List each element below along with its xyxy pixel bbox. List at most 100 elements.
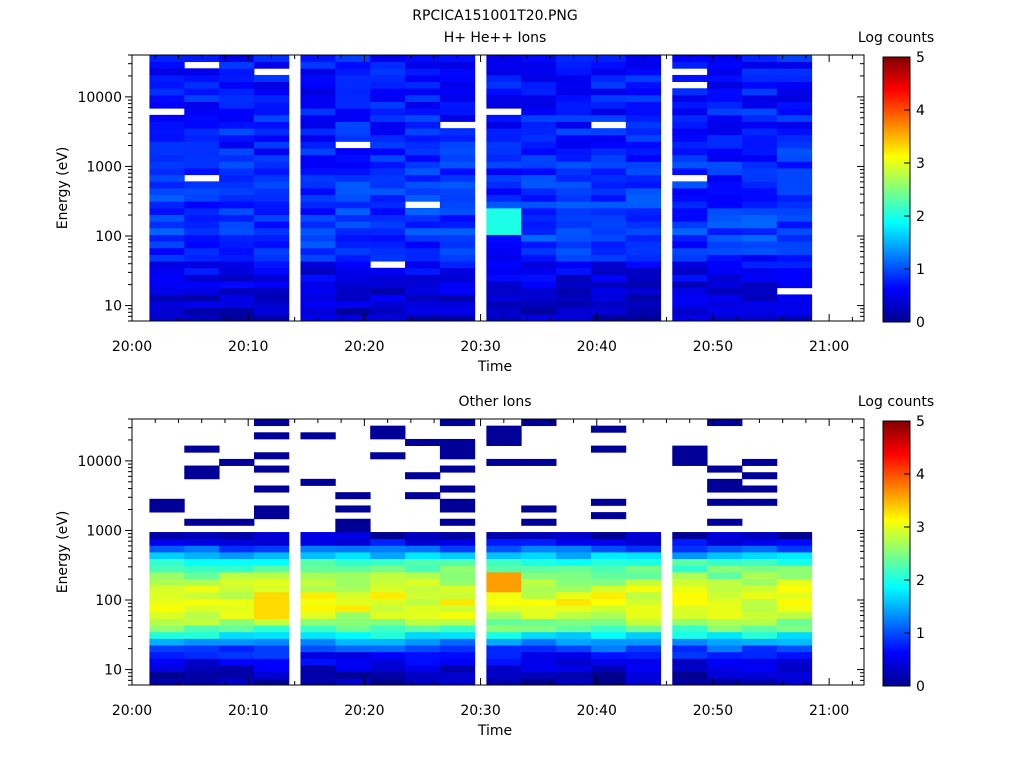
heatmap-cell bbox=[149, 585, 185, 593]
heatmap-cell bbox=[742, 227, 778, 235]
heatmap-cell bbox=[184, 545, 220, 553]
heatmap-cell bbox=[521, 154, 557, 162]
heatmap-cell bbox=[335, 88, 371, 96]
heatmap-cell bbox=[184, 234, 220, 242]
heatmap-cell bbox=[521, 68, 557, 76]
heatmap-cell bbox=[556, 538, 592, 546]
heatmap-cell bbox=[556, 578, 592, 586]
heatmap-cell bbox=[370, 287, 406, 295]
heatmap-cell bbox=[439, 598, 476, 606]
heatmap-cell bbox=[184, 618, 220, 626]
heatmap-cell bbox=[335, 241, 371, 249]
heatmap-cell bbox=[335, 552, 371, 560]
heatmap-cell bbox=[219, 631, 255, 639]
heatmap-cell bbox=[486, 254, 522, 262]
heatmap-cell bbox=[219, 518, 255, 526]
heatmap-cell bbox=[521, 611, 557, 619]
heatmap-cell bbox=[590, 194, 627, 202]
heatmap-cell bbox=[300, 201, 336, 209]
heatmap-cell bbox=[590, 174, 627, 182]
heatmap-cell bbox=[300, 154, 336, 162]
heatmap-cell bbox=[672, 194, 708, 202]
heatmap-cell bbox=[405, 181, 441, 189]
heatmap-cell bbox=[776, 281, 813, 289]
heatmap-cell bbox=[590, 247, 627, 255]
heatmap-cell bbox=[556, 605, 592, 613]
heatmap-cell bbox=[707, 174, 743, 182]
heatmap-cell bbox=[335, 267, 371, 275]
heatmap-cell bbox=[184, 227, 220, 235]
heatmap-cell bbox=[625, 141, 662, 149]
heatmap-cell bbox=[184, 241, 220, 249]
heatmap-cell bbox=[707, 671, 743, 679]
heatmap-cell bbox=[370, 552, 406, 560]
heatmap-cell bbox=[254, 598, 290, 606]
heatmap-cell bbox=[742, 287, 778, 295]
heatmap-cell bbox=[335, 274, 371, 282]
heatmap-cell bbox=[590, 221, 627, 229]
heatmap-cell bbox=[776, 234, 813, 242]
heatmap-cell bbox=[742, 538, 778, 546]
heatmap-cell bbox=[625, 645, 662, 653]
heatmap-cell bbox=[439, 274, 476, 282]
heatmap-cell bbox=[370, 571, 406, 579]
heatmap-cell bbox=[625, 651, 662, 659]
heatmap-cell bbox=[672, 128, 708, 136]
heatmap-cell bbox=[370, 174, 406, 182]
heatmap-cell bbox=[184, 651, 220, 659]
heatmap-cell bbox=[405, 565, 441, 573]
heatmap-cell bbox=[521, 638, 557, 646]
heatmap-cell bbox=[672, 161, 708, 169]
heatmap-cell bbox=[149, 181, 185, 189]
heatmap-cell bbox=[672, 631, 708, 639]
heatmap-cell bbox=[300, 221, 336, 229]
heatmap-cell bbox=[149, 532, 185, 540]
heatmap-cell bbox=[625, 188, 662, 196]
heatmap-cell bbox=[776, 227, 813, 235]
heatmap-cell bbox=[776, 301, 813, 309]
heatmap-cell bbox=[439, 287, 476, 295]
x-tick-label: 21:00 bbox=[809, 339, 849, 355]
heatmap-cell bbox=[556, 81, 592, 89]
heatmap-cell bbox=[521, 301, 557, 309]
heatmap-cell bbox=[184, 538, 220, 546]
heatmap-cell bbox=[521, 665, 557, 673]
heatmap-cell bbox=[219, 458, 255, 466]
heatmap-cell bbox=[707, 281, 743, 289]
heatmap-cell bbox=[556, 558, 592, 566]
heatmap-cell bbox=[625, 154, 662, 162]
heatmap-cell bbox=[707, 108, 743, 116]
heatmap-cell bbox=[556, 585, 592, 593]
heatmap-cell bbox=[707, 658, 743, 666]
heatmap-cells bbox=[149, 419, 813, 686]
heatmap-cell bbox=[254, 247, 290, 255]
heatmap-cells bbox=[149, 55, 813, 322]
heatmap-cell bbox=[486, 274, 522, 282]
heatmap-cell bbox=[742, 181, 778, 189]
heatmap-cell bbox=[335, 571, 371, 579]
heatmap-cell bbox=[219, 188, 255, 196]
heatmap-cell bbox=[370, 134, 406, 142]
heatmap-cell bbox=[625, 201, 662, 209]
heatmap-cell bbox=[184, 141, 220, 149]
heatmap-cell bbox=[439, 671, 476, 679]
heatmap-cell bbox=[625, 538, 662, 546]
heatmap-cell bbox=[149, 88, 185, 96]
heatmap-cell bbox=[254, 281, 290, 289]
heatmap-cell bbox=[672, 591, 708, 599]
heatmap-cell bbox=[672, 227, 708, 235]
heatmap-cell bbox=[590, 618, 627, 626]
heatmap-cell bbox=[590, 134, 627, 142]
y-tick-label: 10 bbox=[104, 299, 122, 315]
heatmap-cell bbox=[335, 532, 371, 540]
heatmap-cell bbox=[521, 307, 557, 315]
heatmap-cell bbox=[370, 638, 406, 646]
heatmap-cell bbox=[486, 141, 522, 149]
heatmap-cell bbox=[707, 294, 743, 302]
heatmap-cell bbox=[556, 571, 592, 579]
heatmap-cell bbox=[776, 307, 813, 315]
heatmap-cell bbox=[556, 241, 592, 249]
heatmap-cell bbox=[335, 108, 371, 116]
heatmap-cell bbox=[486, 247, 522, 255]
heatmap-cell bbox=[300, 625, 336, 633]
